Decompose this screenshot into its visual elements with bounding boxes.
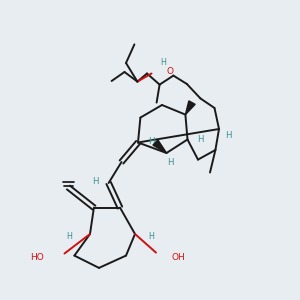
Text: H: H xyxy=(167,158,174,167)
Text: HO: HO xyxy=(30,254,44,262)
Polygon shape xyxy=(153,140,166,153)
Text: OH: OH xyxy=(172,253,186,262)
Text: H: H xyxy=(225,131,232,140)
Text: H: H xyxy=(148,137,155,146)
Text: H: H xyxy=(148,232,154,241)
Text: O: O xyxy=(167,67,173,76)
Text: H: H xyxy=(197,135,203,144)
Text: H: H xyxy=(92,177,99,186)
Text: H: H xyxy=(160,58,166,67)
Text: H: H xyxy=(66,232,72,241)
Polygon shape xyxy=(185,101,195,115)
